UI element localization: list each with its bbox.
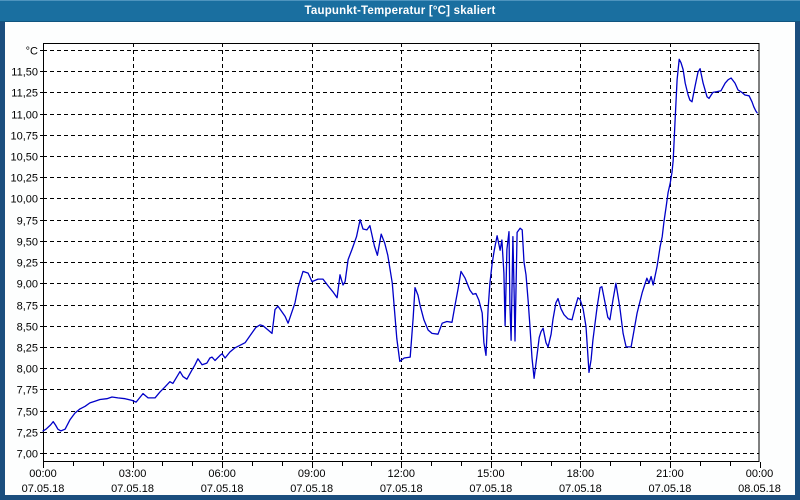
y-tick-label: 7,50 (17, 407, 38, 419)
title-bar: Taupunkt-Temperatur [°C] skaliert (0, 0, 800, 22)
window-frame-bottom (0, 495, 800, 500)
x-tick-date-label: 07.05.18 (201, 483, 244, 495)
y-tick-label: 8,25 (17, 343, 38, 355)
x-tick-date-label: 07.05.18 (290, 483, 333, 495)
x-tick-time-label: 21:00 (656, 468, 684, 480)
x-tick-time-label: 18:00 (567, 468, 595, 480)
x-tick-date-label: 07.05.18 (649, 483, 692, 495)
y-tick-label: 8,00 (17, 364, 38, 376)
y-tick-label: 10,50 (10, 152, 38, 164)
window-frame-right (795, 22, 800, 500)
x-tick-time-label: 09:00 (298, 468, 326, 480)
y-tick-label: 7,25 (17, 428, 38, 440)
y-tick-label: 7,00 (17, 449, 38, 461)
y-tick-label: 9,25 (17, 258, 38, 270)
x-tick-time-label: 15:00 (477, 468, 505, 480)
plot-border (43, 43, 760, 462)
y-tick-label: 10,25 (10, 173, 38, 185)
y-tick-label: °C (26, 46, 38, 58)
x-tick-date-label: 07.05.18 (380, 483, 423, 495)
x-tick-date-label: 07.05.18 (559, 483, 602, 495)
x-tick-time-label: 06:00 (208, 468, 236, 480)
plot-area (43, 43, 760, 462)
y-tick-label: 11,00 (11, 110, 38, 122)
y-tick-label: 9,50 (17, 237, 38, 249)
y-tick-label: 11,50 (11, 67, 38, 79)
x-tick-time-label: 00:00 (29, 468, 57, 480)
y-tick-label: 10,75 (10, 131, 38, 143)
y-tick-label: 9,00 (17, 279, 38, 291)
x-tick-date-label: 07.05.18 (469, 483, 512, 495)
window-title: Taupunkt-Temperatur [°C] skaliert (304, 5, 496, 17)
x-tick-date-label: 07.05.18 (22, 483, 65, 495)
x-tick-time-label: 00:00 (746, 468, 774, 480)
y-tick-label: 7,75 (17, 385, 38, 397)
x-tick-time-label: 03:00 (119, 468, 147, 480)
x-tick-date-label: 08.05.18 (738, 483, 781, 495)
x-tick-date-label: 07.05.18 (111, 483, 154, 495)
x-tick-time-label: 12:00 (387, 468, 415, 480)
y-tick-label: 8,50 (17, 322, 38, 334)
window-frame-left (0, 22, 5, 500)
y-tick-label: 11,25 (11, 88, 38, 100)
y-tick-label: 10,00 (10, 194, 38, 206)
dewpoint-line-series (42, 58, 758, 432)
y-tick-label: 8,75 (17, 301, 38, 313)
y-tick-label: 9,75 (17, 216, 38, 228)
